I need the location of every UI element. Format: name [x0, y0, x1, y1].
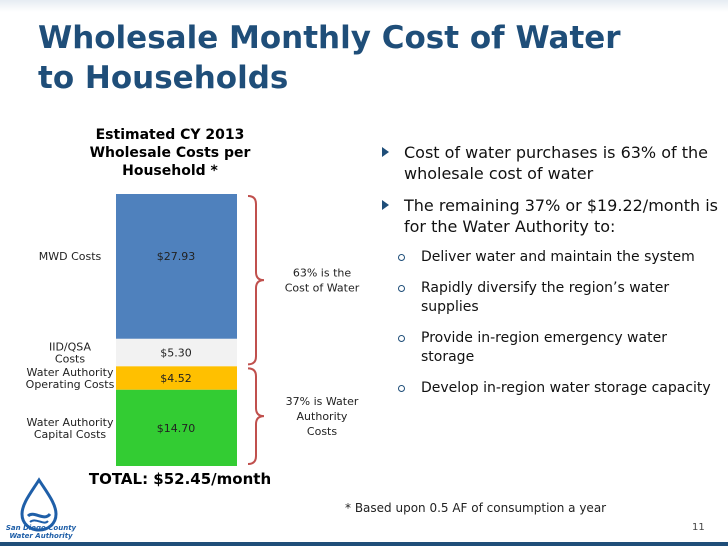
- chart-total-label: TOTAL: $52.45/month: [88, 470, 272, 488]
- water-drop-logo-icon: [20, 477, 58, 532]
- sub-bullet-item: Rapidly diversify the region’s water sup…: [380, 279, 720, 317]
- bullet-text: Provide in-region emergency water storag…: [421, 330, 667, 365]
- bar-value-label: $5.30: [160, 347, 192, 360]
- bar-segment: [116, 366, 237, 390]
- bullet-text: Cost of water purchases is 63% of the wh…: [404, 143, 708, 183]
- chart-title-line: Wholesale Costs per: [89, 145, 251, 161]
- bracket-annotation: Cost of Water: [285, 282, 360, 295]
- category-label: Capital Costs: [34, 428, 107, 441]
- bullet-list: Cost of water purchases is 63% of the wh…: [380, 142, 720, 410]
- bar-value-label: $4.52: [160, 372, 192, 385]
- bar-segment: [116, 194, 237, 339]
- circle-bullet-icon: [398, 335, 405, 342]
- bullet-text: The remaining 37% or $19.22/month is for…: [404, 196, 718, 236]
- category-label: IID/QSA: [49, 341, 92, 354]
- bar-segment: [116, 389, 237, 466]
- brace-bracket: [247, 367, 265, 465]
- logo-text: San Diego County Water Authority: [4, 524, 78, 540]
- category-label: Costs: [55, 353, 85, 366]
- bracket-annotation: Authority: [297, 410, 348, 423]
- bullet-text: Deliver water and maintain the system: [421, 249, 695, 265]
- slide-title: Wholesale Monthly Cost of Water to House…: [38, 18, 718, 98]
- arrow-bullet-icon: [382, 147, 389, 157]
- sub-bullet-item: Deliver water and maintain the system: [380, 248, 720, 267]
- bar-segment: [116, 338, 237, 367]
- logo-text-line2: Water Authority: [9, 532, 73, 540]
- slide-title-line2: to Households: [38, 60, 289, 96]
- bullet-item: The remaining 37% or $19.22/month is for…: [380, 195, 720, 237]
- bar-value-label: $14.70: [157, 422, 196, 435]
- bar-value-label: $27.93: [157, 250, 196, 263]
- bracket-annotation: Costs: [307, 425, 337, 438]
- category-label: MWD Costs: [39, 250, 102, 263]
- bracket-annotation: 63% is the: [293, 267, 352, 280]
- bottom-band: [0, 542, 728, 546]
- category-label: Water Authority: [27, 416, 114, 429]
- footnote: * Based upon 0.5 AF of consumption a yea…: [345, 501, 607, 515]
- category-label: Operating Costs: [26, 378, 115, 391]
- arrow-bullet-icon: [382, 200, 389, 210]
- chart-title-line: Household *: [122, 163, 218, 179]
- sub-bullet-item: Develop in-region water storage capacity: [380, 379, 720, 398]
- brace-bracket: [247, 195, 265, 366]
- bullet-text: Rapidly diversify the region’s water sup…: [421, 280, 670, 315]
- bullet-item: Cost of water purchases is 63% of the wh…: [380, 142, 720, 184]
- category-label: Water Authority: [27, 366, 114, 379]
- circle-bullet-icon: [398, 285, 405, 292]
- circle-bullet-icon: [398, 385, 405, 392]
- slide-title-line1: Wholesale Monthly Cost of Water: [38, 20, 621, 56]
- bracket-annotation: 37% is Water: [286, 395, 359, 408]
- top-band: [0, 0, 728, 12]
- page-number: 11: [692, 522, 705, 533]
- chart-title-line: Estimated CY 2013: [95, 127, 245, 143]
- sub-bullet-item: Provide in-region emergency water storag…: [380, 329, 720, 367]
- bullet-text: Develop in-region water storage capacity: [421, 380, 711, 396]
- chart-title: Estimated CY 2013 Wholesale Costs per Ho…: [70, 126, 270, 180]
- logo-text-line1: San Diego County: [5, 524, 77, 532]
- circle-bullet-icon: [398, 254, 405, 261]
